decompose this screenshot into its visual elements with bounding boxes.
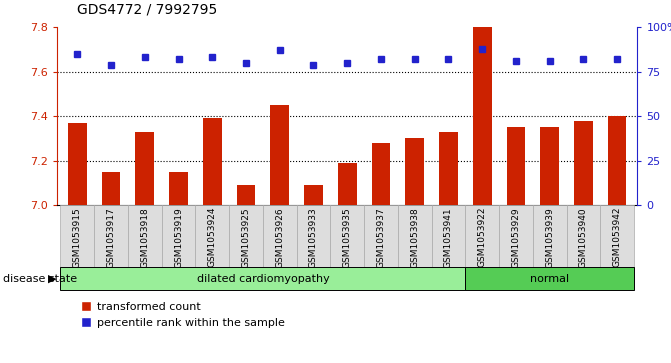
- Text: GSM1053940: GSM1053940: [579, 207, 588, 268]
- Text: GSM1053941: GSM1053941: [444, 207, 453, 268]
- Text: GDS4772 / 7992795: GDS4772 / 7992795: [77, 2, 217, 16]
- Text: GSM1053935: GSM1053935: [343, 207, 352, 268]
- Bar: [372, 143, 391, 205]
- Bar: [574, 121, 592, 205]
- Bar: [533, 205, 566, 267]
- Text: GSM1053919: GSM1053919: [174, 207, 183, 268]
- Bar: [601, 205, 634, 267]
- Bar: [68, 123, 87, 205]
- Bar: [566, 205, 601, 267]
- Bar: [338, 163, 356, 205]
- Text: ▶: ▶: [48, 274, 57, 284]
- Bar: [466, 205, 499, 267]
- Text: GSM1053926: GSM1053926: [275, 207, 285, 268]
- Bar: [297, 205, 330, 267]
- Bar: [229, 205, 263, 267]
- Bar: [473, 27, 491, 205]
- Bar: [203, 118, 221, 205]
- Text: GSM1053942: GSM1053942: [613, 207, 622, 268]
- Bar: [398, 205, 431, 267]
- Bar: [304, 185, 323, 205]
- Bar: [540, 127, 559, 205]
- Bar: [608, 116, 627, 205]
- Bar: [102, 172, 120, 205]
- Text: dilated cardiomyopathy: dilated cardiomyopathy: [197, 274, 329, 284]
- Bar: [364, 205, 398, 267]
- Bar: [60, 267, 466, 290]
- Text: GSM1053915: GSM1053915: [72, 207, 82, 268]
- Bar: [169, 172, 188, 205]
- Bar: [136, 132, 154, 205]
- Text: GSM1053917: GSM1053917: [107, 207, 115, 268]
- Text: GSM1053929: GSM1053929: [511, 207, 521, 268]
- Bar: [162, 205, 195, 267]
- Bar: [195, 205, 229, 267]
- Bar: [263, 205, 297, 267]
- Bar: [440, 132, 458, 205]
- Bar: [94, 205, 128, 267]
- Text: normal: normal: [530, 274, 569, 284]
- Text: GSM1053924: GSM1053924: [208, 207, 217, 268]
- Legend: transformed count, percentile rank within the sample: transformed count, percentile rank withi…: [76, 298, 289, 332]
- Bar: [270, 105, 289, 205]
- Text: GSM1053939: GSM1053939: [546, 207, 554, 268]
- Bar: [237, 185, 255, 205]
- Bar: [466, 267, 634, 290]
- Bar: [499, 205, 533, 267]
- Bar: [431, 205, 466, 267]
- Text: GSM1053933: GSM1053933: [309, 207, 318, 268]
- Bar: [507, 127, 525, 205]
- Text: GSM1053922: GSM1053922: [478, 207, 486, 268]
- Bar: [330, 205, 364, 267]
- Bar: [128, 205, 162, 267]
- Text: disease state: disease state: [3, 274, 77, 284]
- Text: GSM1053925: GSM1053925: [242, 207, 250, 268]
- Text: GSM1053918: GSM1053918: [140, 207, 149, 268]
- Text: GSM1053938: GSM1053938: [410, 207, 419, 268]
- Bar: [405, 138, 424, 205]
- Text: GSM1053937: GSM1053937: [376, 207, 385, 268]
- Bar: [60, 205, 94, 267]
